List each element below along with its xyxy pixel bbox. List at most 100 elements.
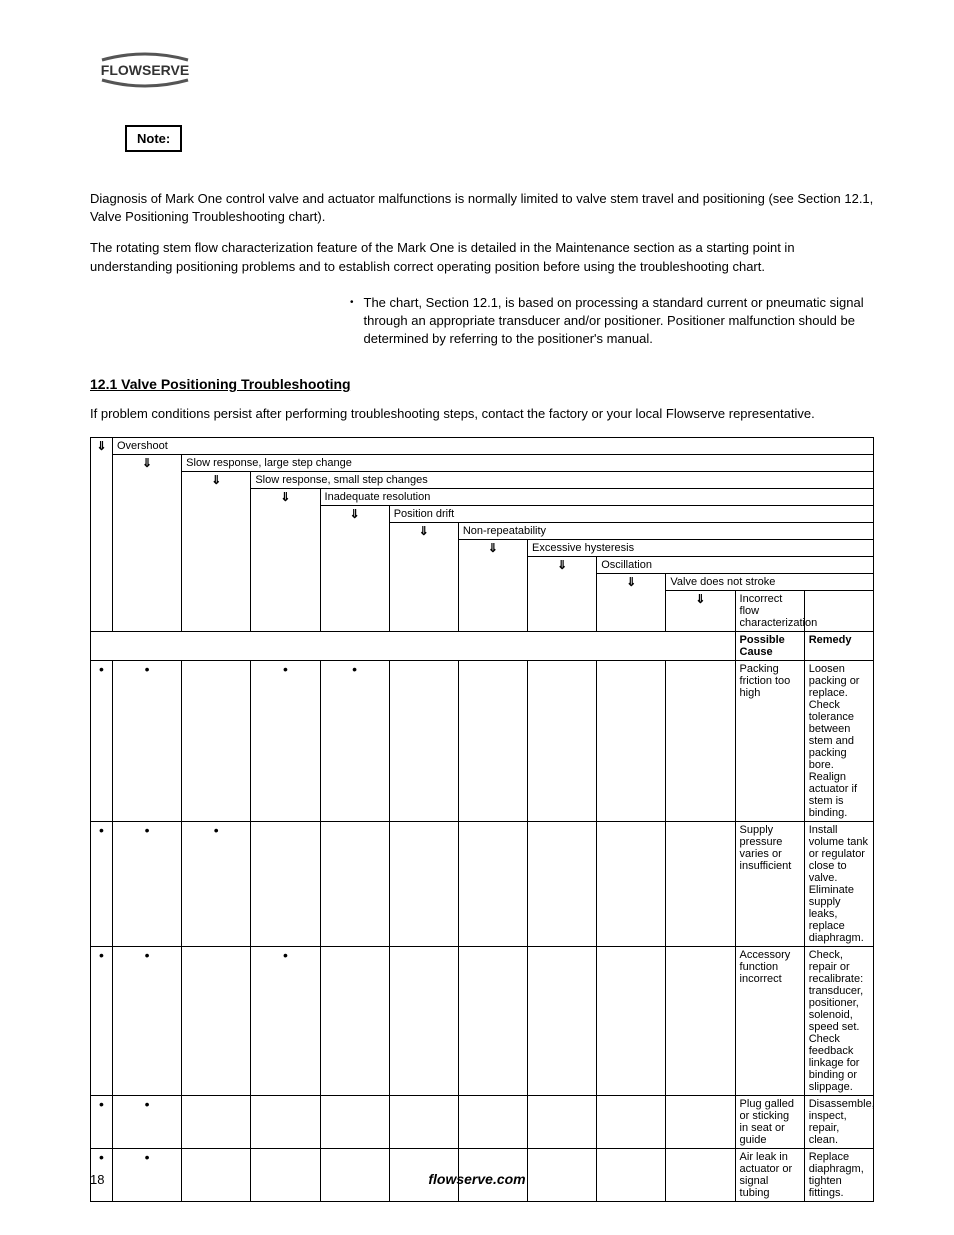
flowserve-logo: FLOWSERVE (90, 50, 874, 95)
table-row: • • Plug galled or sticking in seat or gui… (91, 1095, 874, 1148)
symptom-mark-cell (597, 1095, 666, 1148)
remedy-cell: Install volume tank or regulator close t… (804, 821, 873, 946)
symptom-label-5: Non-repeatability (458, 522, 873, 539)
bullet-mark-icon: • (99, 947, 104, 963)
symptom-mark-cell (666, 1095, 735, 1148)
bullet-mark-icon: • (145, 947, 150, 963)
troubleshooting-table: ⇓ Overshoot ⇓ Slow response, large step … (90, 437, 874, 1202)
symptom-mark-cell (320, 946, 389, 1095)
intro-paragraph-2: The rotating stem flow characterization … (90, 239, 874, 275)
bullet-item: • The chart, Section 12.1, is based on p… (90, 294, 874, 349)
symptom-mark-cell (666, 946, 735, 1095)
symptom-label-4: Position drift (389, 505, 873, 522)
footer-link: flowserve.com (0, 1171, 954, 1187)
symptom-mark-cell (458, 946, 527, 1095)
symptom-mark-cell (597, 946, 666, 1095)
bullet-dot-icon: • (350, 297, 354, 308)
symptom-mark-cell: • (113, 660, 182, 821)
bullet-mark-icon: • (283, 947, 288, 963)
symptom-mark-cell: • (182, 821, 251, 946)
symptom-mark-cell: • (113, 1095, 182, 1148)
down-arrow-icon: ⇓ (350, 507, 360, 521)
remedy-cell: Loosen packing or replace. Check toleran… (804, 660, 873, 821)
symptom-mark-cell (389, 1095, 458, 1148)
symptom-mark-cell (458, 821, 527, 946)
symptom-mark-cell: • (91, 660, 113, 821)
symptom-mark-cell (597, 660, 666, 821)
symptom-mark-cell (666, 821, 735, 946)
bullet-mark-icon: • (145, 1096, 150, 1112)
symptom-mark-cell (320, 821, 389, 946)
symptom-mark-cell (389, 821, 458, 946)
symptom-mark-cell (251, 1095, 320, 1148)
down-arrow-icon: ⇓ (695, 592, 705, 606)
symptom-mark-cell (251, 821, 320, 946)
symptom-label-3: Inadequate resolution (320, 488, 873, 505)
symptom-mark-cell: • (320, 660, 389, 821)
symptom-mark-cell (389, 946, 458, 1095)
symptom-mark-cell (666, 660, 735, 821)
down-arrow-icon: ⇓ (419, 524, 429, 538)
symptom-label-6: Excessive hysteresis (528, 539, 874, 556)
symptom-mark-cell (182, 1095, 251, 1148)
down-arrow-icon: ⇓ (280, 490, 290, 504)
cause-cell: Plug galled or sticking in seat or guide (735, 1095, 804, 1148)
page: FLOWSERVE Note: Diagnosis of Mark One co… (0, 0, 954, 1235)
header-row: Possible Cause Remedy (91, 631, 874, 660)
bullet-mark-icon: • (145, 1149, 150, 1165)
svg-text:FLOWSERVE: FLOWSERVE (101, 62, 189, 78)
symptom-mark-cell (597, 821, 666, 946)
symptom-mark-cell (528, 1095, 597, 1148)
down-arrow-icon: ⇓ (96, 439, 106, 453)
remedy-cell: Check, repair or recalibrate: transducer… (804, 946, 873, 1095)
bullet-mark-icon: • (145, 661, 150, 677)
symptom-mark-cell (458, 1095, 527, 1148)
intro-paragraph-1: Diagnosis of Mark One control valve and … (90, 190, 874, 226)
down-arrow-icon: ⇓ (557, 558, 567, 572)
symptom-label-7: Oscillation (597, 556, 874, 573)
symptom-mark-cell (528, 946, 597, 1095)
down-arrow-icon: ⇓ (626, 575, 636, 589)
bullet-mark-icon: • (99, 1149, 104, 1165)
symptom-row-1: ⇓ Slow response, large step change (91, 454, 874, 471)
cause-cell: Supply pressure varies or insufficient (735, 821, 804, 946)
symptom-mark-cell: • (91, 946, 113, 1095)
symptom-mark-cell (528, 660, 597, 821)
section-description: If problem conditions persist after perf… (90, 405, 874, 423)
bullet-text: The chart, Section 12.1, is based on pro… (364, 294, 874, 349)
table-row: • • • • Packing friction too highLoosen pack… (91, 660, 874, 821)
symptom-label-2: Slow response, small step changes (251, 471, 874, 488)
symptom-mark-cell (182, 946, 251, 1095)
symptom-mark-cell: • (91, 1095, 113, 1148)
section-title: 12.1 Valve Positioning Troubleshooting (90, 376, 874, 392)
symptom-mark-cell (458, 660, 527, 821)
symptom-mark-cell (320, 1095, 389, 1148)
down-arrow-icon: ⇓ (211, 473, 221, 487)
symptom-mark-cell: • (113, 946, 182, 1095)
bullet-mark-icon: • (283, 661, 288, 677)
down-arrow-icon: ⇓ (488, 541, 498, 555)
symptom-mark-cell (182, 660, 251, 821)
bullet-mark-icon: • (352, 661, 357, 677)
symptom-label-9: Incorrect flow characterization (735, 590, 804, 631)
symptom-mark-cell (528, 821, 597, 946)
bullet-mark-icon: • (99, 822, 104, 838)
cause-cell: Packing friction too high (735, 660, 804, 821)
remedy-cell: Disassemble, inspect, repair, clean. (804, 1095, 873, 1148)
symptom-label-8: Valve does not stroke (666, 573, 874, 590)
cause-cell: Accessory function incorrect (735, 946, 804, 1095)
symptom-row-0: ⇓ Overshoot (91, 437, 874, 454)
down-arrow-icon: ⇓ (142, 456, 152, 470)
table-row: • • • Accessory function incorrectCheck, re… (91, 946, 874, 1095)
header-cause: Possible Cause (735, 631, 804, 660)
symptom-mark-cell (389, 660, 458, 821)
symptom-mark-cell: • (113, 821, 182, 946)
bullet-mark-icon: • (214, 822, 219, 838)
bullet-mark-icon: • (99, 661, 104, 677)
bullet-mark-icon: • (145, 822, 150, 838)
symptom-label-1: Slow response, large step change (182, 454, 874, 471)
symptom-row-2: ⇓ Slow response, small step changes (91, 471, 874, 488)
table-row: • • • Supply pressure varies or insufficien… (91, 821, 874, 946)
symptom-mark-cell: • (251, 660, 320, 821)
symptom-mark-cell: • (251, 946, 320, 1095)
